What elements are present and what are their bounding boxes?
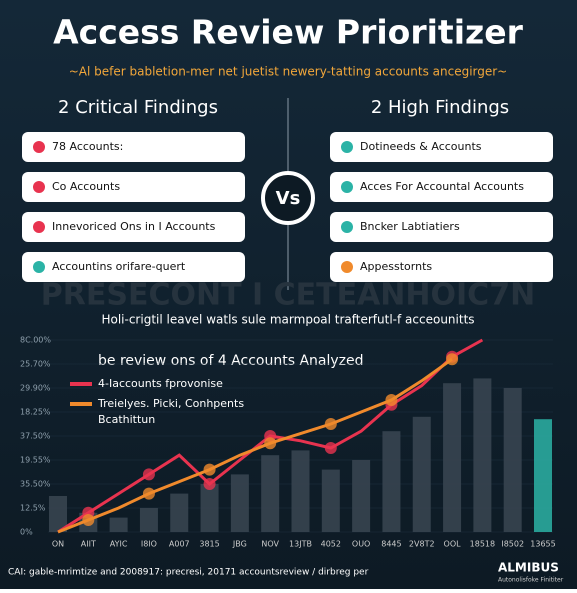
bar [534, 419, 552, 532]
y-tick-label: 0% [20, 528, 33, 537]
x-tick-label: AYIC [110, 540, 128, 549]
point [324, 442, 337, 454]
finding-icon [33, 181, 45, 193]
y-tick-label: 12.5% [20, 504, 46, 513]
x-tick-label: 18518 [470, 540, 495, 549]
point [446, 353, 459, 366]
x-tick-label: ON [52, 540, 64, 549]
finding-icon [341, 141, 353, 153]
bar [443, 383, 462, 532]
point [142, 487, 155, 500]
point [324, 418, 337, 430]
x-tick-label: 13655 [530, 540, 555, 549]
bar [382, 431, 401, 532]
finding-text: Dotineeds & Accounts [360, 140, 482, 153]
bar [170, 493, 189, 532]
chart-subtitle: be review ons of 4 Accounts Analyzed [98, 353, 364, 369]
finding-card [330, 132, 553, 162]
point [264, 437, 277, 450]
x-tick-label: 8445 [381, 540, 401, 549]
x-tick-label: I8IO [141, 540, 157, 549]
y-tick-label: 25.70% [20, 360, 51, 369]
logo-sub: Autonolisfoke Finititer [498, 577, 564, 584]
bar [200, 484, 219, 532]
x-tick-label: I8502 [501, 540, 524, 549]
finding-card [330, 252, 553, 282]
y-tick-label: 18.25% [20, 408, 51, 417]
finding-icon [341, 261, 353, 273]
x-tick-label: OOL [444, 540, 462, 549]
vs-badge [261, 171, 315, 225]
bar [412, 416, 431, 532]
bar [139, 508, 158, 532]
x-tick-label: 13JTB [289, 540, 312, 549]
point [203, 478, 216, 490]
bar [291, 450, 310, 532]
y-tick-label: 29.90% [20, 384, 51, 393]
point [82, 514, 95, 526]
y-tick-label: 37.50% [20, 432, 51, 441]
legend-label: Treielyes. Picki, Conhpents [97, 397, 244, 410]
bar [473, 378, 492, 532]
finding-icon [33, 261, 45, 273]
finding-icon [33, 141, 45, 153]
finding-text: Co Accounts [52, 180, 120, 193]
finding-text: Accountins orifare-quert [52, 260, 186, 273]
point [385, 394, 398, 406]
finding-text: 78 Accounts: [52, 140, 123, 153]
point [142, 468, 155, 481]
chart-title: Holi-crigtil leavel watls sule marmpoal … [101, 313, 474, 327]
footer-text: CAI: gable-mrimtize and 2008917: precres… [8, 568, 369, 578]
bar [352, 460, 371, 532]
finding-card [330, 212, 553, 242]
finding-card [22, 172, 245, 202]
legend-label: 4-Iaccounts fprovonise [98, 377, 223, 390]
critical-heading: 2 Critical Findings [58, 97, 218, 118]
bar [49, 496, 67, 532]
title: Access Review Prioritizer [53, 13, 523, 52]
x-tick-label: 2V8T2 [409, 540, 435, 549]
bar [109, 517, 128, 532]
x-tick-label: NOV [261, 540, 279, 549]
y-tick-label: 8C.00% [20, 336, 51, 345]
x-tick-label: OUO [352, 540, 370, 549]
finding-icon [33, 221, 45, 233]
finding-text: Innevoriced Ons in I Accounts [52, 220, 216, 233]
y-tick-label: 19.55% [20, 456, 51, 465]
vs-text: Vs [276, 188, 301, 209]
bar [503, 388, 522, 532]
logo: ALMIBUS [498, 561, 559, 575]
bar [321, 469, 340, 532]
x-tick-label: AIIT [81, 540, 96, 549]
finding-text: Appesstornts [360, 260, 432, 273]
chart-note: Bcathittun [98, 413, 155, 426]
finding-icon [341, 181, 353, 193]
finding-card [22, 132, 245, 162]
finding-card [330, 172, 553, 202]
finding-card [22, 212, 245, 242]
x-tick-label: 4052 [321, 540, 341, 549]
x-tick-label: 3815 [199, 540, 219, 549]
high-heading: 2 High Findings [371, 97, 509, 118]
y-tick-label: 35.50% [20, 480, 51, 489]
x-tick-label: JBG [232, 540, 247, 549]
finding-text: Acces For Accountal Accounts [360, 180, 524, 193]
finding-icon [341, 221, 353, 233]
finding-text: Bncker Labtiatiers [360, 220, 460, 233]
finding-card [22, 252, 245, 282]
x-tick-label: A007 [169, 540, 190, 549]
watermark: PRESECONT I CETEANHOIC7N [41, 278, 535, 313]
point [203, 463, 216, 476]
subtitle: ~Al befer babletion-mer net juetist newe… [69, 65, 508, 79]
bar [261, 455, 280, 532]
bar [230, 474, 249, 532]
